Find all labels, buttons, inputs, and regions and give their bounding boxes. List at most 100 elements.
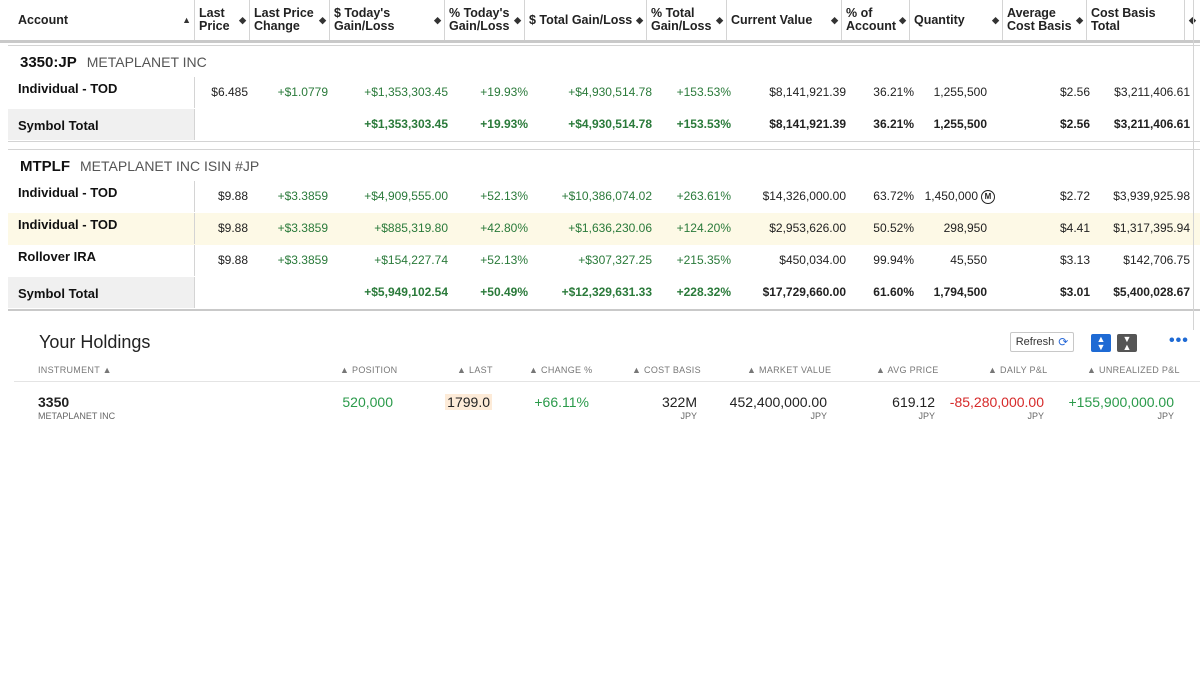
sort-icon: ◆ <box>1189 14 1196 25</box>
col-total-gain-loss[interactable]: $ Total Gain/Loss ◆ <box>525 0 647 40</box>
account-name[interactable]: Individual - TOD <box>8 77 195 108</box>
symbol-header-mtplf[interactable]: MTPLF METAPLANET INC ISIN #JP <box>8 149 1200 183</box>
col-quantity[interactable]: Quantity ◆ <box>910 0 1003 40</box>
avg-cost-basis: $3.13 <box>1059 253 1090 267</box>
refresh-button[interactable]: Refresh ⟳ <box>1010 332 1074 352</box>
holdings-title: Your Holdings <box>39 332 151 352</box>
sort-asc-icon: ▲ <box>340 365 350 375</box>
last-price: $9.88 <box>217 221 248 235</box>
account-name[interactable]: Individual - TOD <box>8 213 195 244</box>
chevron-up-icon: ▲ <box>1096 334 1106 344</box>
hcol-instrument[interactable]: INSTRUMENT ▲ <box>38 365 112 375</box>
last-price: $6.485 <box>211 85 248 99</box>
pct-todays-gain-loss: +52.13% <box>480 253 528 267</box>
pct-total-gain-loss: +153.53% <box>676 85 731 99</box>
total-label: Symbol Total <box>8 109 195 140</box>
account-name[interactable]: Individual - TOD <box>8 181 195 212</box>
hcol-daily-pl[interactable]: ▲ DAILY P&L <box>988 365 1048 375</box>
chevron-down-icon: ▼ <box>1096 342 1106 352</box>
cost-basis-total: $142,706.75 <box>1123 253 1190 267</box>
total-gain-loss: +$10,386,074.02 <box>561 189 652 203</box>
current-value: $8,141,921.39 <box>769 85 846 99</box>
instrument-symbol[interactable]: 3350 <box>38 394 70 410</box>
quantity-cell: 1,450,000 M <box>925 181 995 212</box>
hcol-avg-price[interactable]: ▲ AVG PRICE <box>876 365 939 375</box>
last-price-change: +$3.3859 <box>277 253 328 267</box>
position-row[interactable]: Individual - TOD $6.485 +$1.0779 +$1,353… <box>8 77 1200 110</box>
total-label: Symbol Total <box>8 277 195 308</box>
total-gain-loss: +$307,327.25 <box>578 253 652 267</box>
pct-todays-gain-loss: +52.13% <box>480 189 528 203</box>
position-row[interactable]: Rollover IRA $9.88 +$3.3859 +$154,227.74… <box>8 245 1200 278</box>
avg-cost-basis: $4.41 <box>1059 221 1090 235</box>
todays-gain-loss: +$5,949,102.54 <box>364 285 448 299</box>
pct-total-gain-loss: +263.61% <box>676 189 731 203</box>
total-gain-loss: +$1,636,230.06 <box>568 221 652 235</box>
holding-change-pct: +66.11% <box>534 394 589 410</box>
total-gain-loss: +$4,930,514.78 <box>568 117 652 131</box>
col-todays-gain-loss[interactable]: $ Today's Gain/Loss ◆ <box>330 0 445 40</box>
hcol-position[interactable]: ▲ POSITION <box>340 365 398 375</box>
last-price: $9.88 <box>217 253 248 267</box>
sort-icon: ◆ <box>716 14 723 25</box>
col-current-value[interactable]: Current Value ◆ <box>727 0 842 40</box>
holding-position: 520,000 <box>342 394 393 410</box>
cost-basis-total: $5,400,028.67 <box>1113 285 1190 299</box>
margin-badge-icon[interactable]: M <box>981 189 995 204</box>
hcol-market-value[interactable]: ▲ MARKET VALUE <box>747 365 832 375</box>
col-last-price-change[interactable]: Last Price Change ◆ <box>250 0 330 40</box>
col-last-price[interactable]: Last Price ◆ <box>195 0 250 40</box>
sort-icon: ◆ <box>1076 14 1083 25</box>
col-cost-basis-total[interactable]: Cost Basis Total <box>1087 0 1185 40</box>
pct-of-account: 50.52% <box>873 221 914 235</box>
pct-total-gain-loss: +124.20% <box>676 221 731 235</box>
chevron-down-icon: ▼ <box>1122 334 1132 344</box>
cost-basis-total: $3,211,406.61 <box>1113 117 1190 131</box>
symbol-total-row: Symbol Total +$1,353,303.45 +19.93% +$4,… <box>8 109 1200 142</box>
col-pct-of-account[interactable]: % of Account ◆ <box>842 0 910 40</box>
symbol-ticker[interactable]: 3350:JP <box>20 53 77 71</box>
current-value: $14,326,000.00 <box>762 189 846 203</box>
more-options-icon[interactable]: ••• <box>1169 332 1189 349</box>
collapse-all-button[interactable]: ▼ ▲ <box>1117 334 1137 352</box>
position-row[interactable]: Individual - TOD $9.88 +$3.3859 +$4,909,… <box>8 181 1200 214</box>
sort-icon: ◆ <box>434 14 441 25</box>
sort-asc-icon: ▲ <box>988 365 998 375</box>
quantity: 1,450,000 <box>924 189 978 203</box>
pct-total-gain-loss: +215.35% <box>676 253 731 267</box>
col-account[interactable]: Account ▲ <box>0 0 195 40</box>
holding-avg-price: 619.12 <box>892 394 935 410</box>
avg-cost-basis: $3.01 <box>1059 285 1090 299</box>
symbol-total-row: Symbol Total +$5,949,102.54 +50.49% +$12… <box>8 277 1200 311</box>
holding-unrealized-pl: +155,900,000.00 <box>1068 394 1175 410</box>
hcol-unrealized-pl[interactable]: ▲ UNREALIZED P&L <box>1087 365 1180 375</box>
hcol-last[interactable]: ▲ LAST <box>457 365 493 375</box>
current-value: $2,953,626.00 <box>769 221 846 235</box>
todays-gain-loss: +$1,353,303.45 <box>364 117 448 131</box>
pct-of-account: 61.60% <box>873 285 914 299</box>
sort-asc-icon: ▲ <box>747 365 757 375</box>
col-pct-total-gain-loss[interactable]: % Total Gain/Loss ◆ <box>647 0 727 40</box>
holding-cost-basis-ccy: JPY <box>680 411 697 421</box>
position-row[interactable]: Individual - TOD $9.88 +$3.3859 +$885,31… <box>8 213 1200 246</box>
symbol-ticker[interactable]: MTPLF <box>20 157 70 175</box>
col-pct-todays-gain-loss[interactable]: % Today's Gain/Loss ◆ <box>445 0 525 40</box>
expand-collapse-button[interactable]: ▲ ▼ <box>1091 334 1111 352</box>
pct-of-account: 36.21% <box>873 117 914 131</box>
pct-todays-gain-loss: +50.49% <box>480 285 528 299</box>
hcol-change-pct[interactable]: ▲ CHANGE % <box>529 365 593 375</box>
sort-icon: ◆ <box>239 14 246 25</box>
horizontal-scroll-edge[interactable] <box>1193 0 1200 330</box>
account-name[interactable]: Rollover IRA <box>8 245 195 276</box>
col-next-sort[interactable]: ◆ <box>1185 0 1200 40</box>
holding-market-value: 452,400,000.00 <box>729 394 827 410</box>
col-avg-cost-basis[interactable]: Average Cost Basis ◆ <box>1003 0 1087 40</box>
sort-icon: ◆ <box>636 14 643 25</box>
sort-asc-icon: ▲ <box>457 365 467 375</box>
positions-header: Account ▲ Last Price ◆ Last Price Change ◆ … <box>0 0 1200 43</box>
avg-cost-basis: $2.72 <box>1059 189 1090 203</box>
symbol-header-3350[interactable]: 3350:JP METAPLANET INC <box>8 45 1200 79</box>
hcol-cost-basis[interactable]: ▲ COST BASIS <box>632 365 701 375</box>
cost-basis-total: $3,211,406.61 <box>1114 85 1190 99</box>
holding-daily-pl: -85,280,000.00 <box>949 394 1044 410</box>
